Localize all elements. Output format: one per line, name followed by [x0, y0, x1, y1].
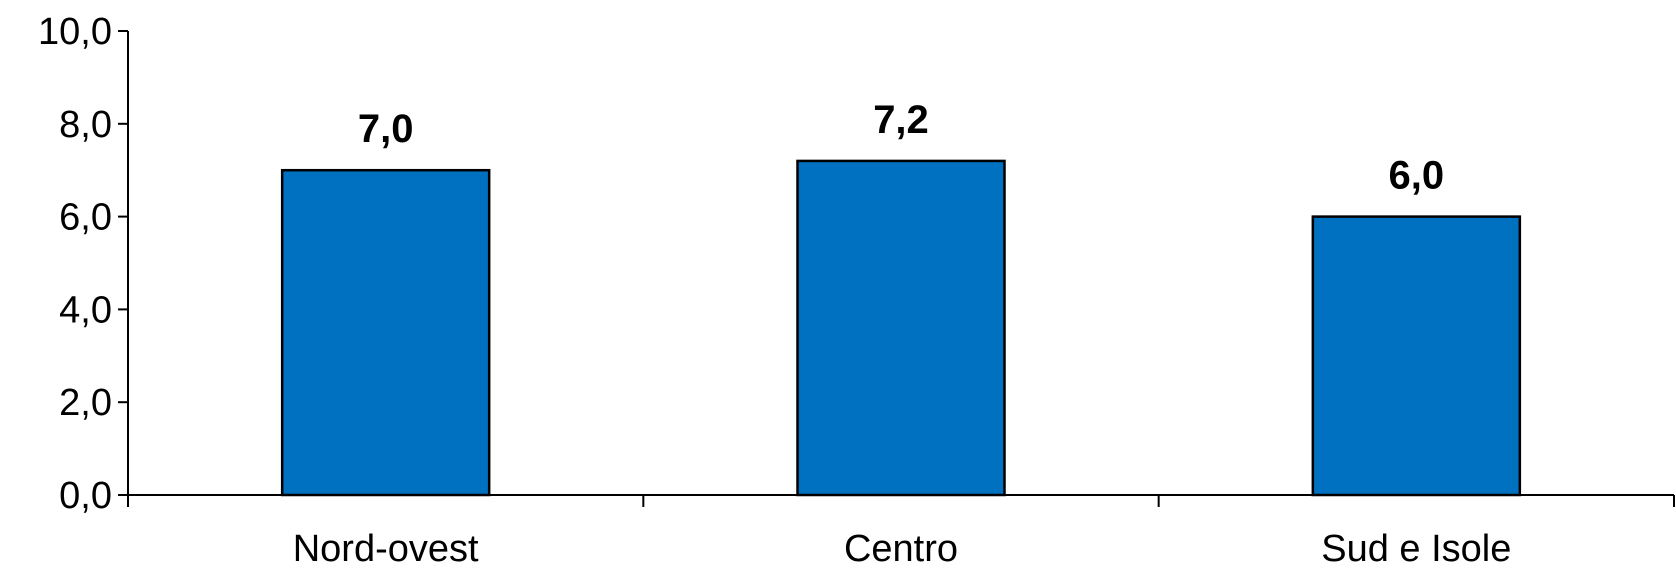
category-labels: Nord-ovest Centro Sud e Isole	[293, 528, 1512, 570]
y-axis	[118, 30, 129, 496]
data-label: 6,0	[1389, 154, 1445, 198]
y-tick-label: 6,0	[59, 197, 112, 239]
bar	[1311, 215, 1522, 497]
bars	[280, 159, 1522, 497]
data-label: 7,0	[358, 107, 414, 151]
y-tick-labels: 0,0 2,0 4,0 6,0 8,0 10,0	[38, 11, 112, 517]
y-tick-label: 4,0	[59, 289, 112, 331]
bar	[280, 168, 491, 497]
y-tick-label: 0,0	[59, 475, 112, 517]
y-tick-label: 8,0	[59, 104, 112, 146]
category-label: Centro	[844, 528, 958, 570]
data-labels: 7,0 7,2 6,0	[358, 98, 1444, 198]
data-label: 7,2	[873, 98, 929, 142]
bar	[796, 159, 1006, 497]
y-tick-label: 10,0	[38, 11, 112, 53]
category-label: Sud e Isole	[1321, 528, 1511, 570]
category-label: Nord-ovest	[293, 528, 479, 570]
x-axis	[127, 494, 1675, 507]
y-tick-label: 2,0	[59, 382, 112, 424]
